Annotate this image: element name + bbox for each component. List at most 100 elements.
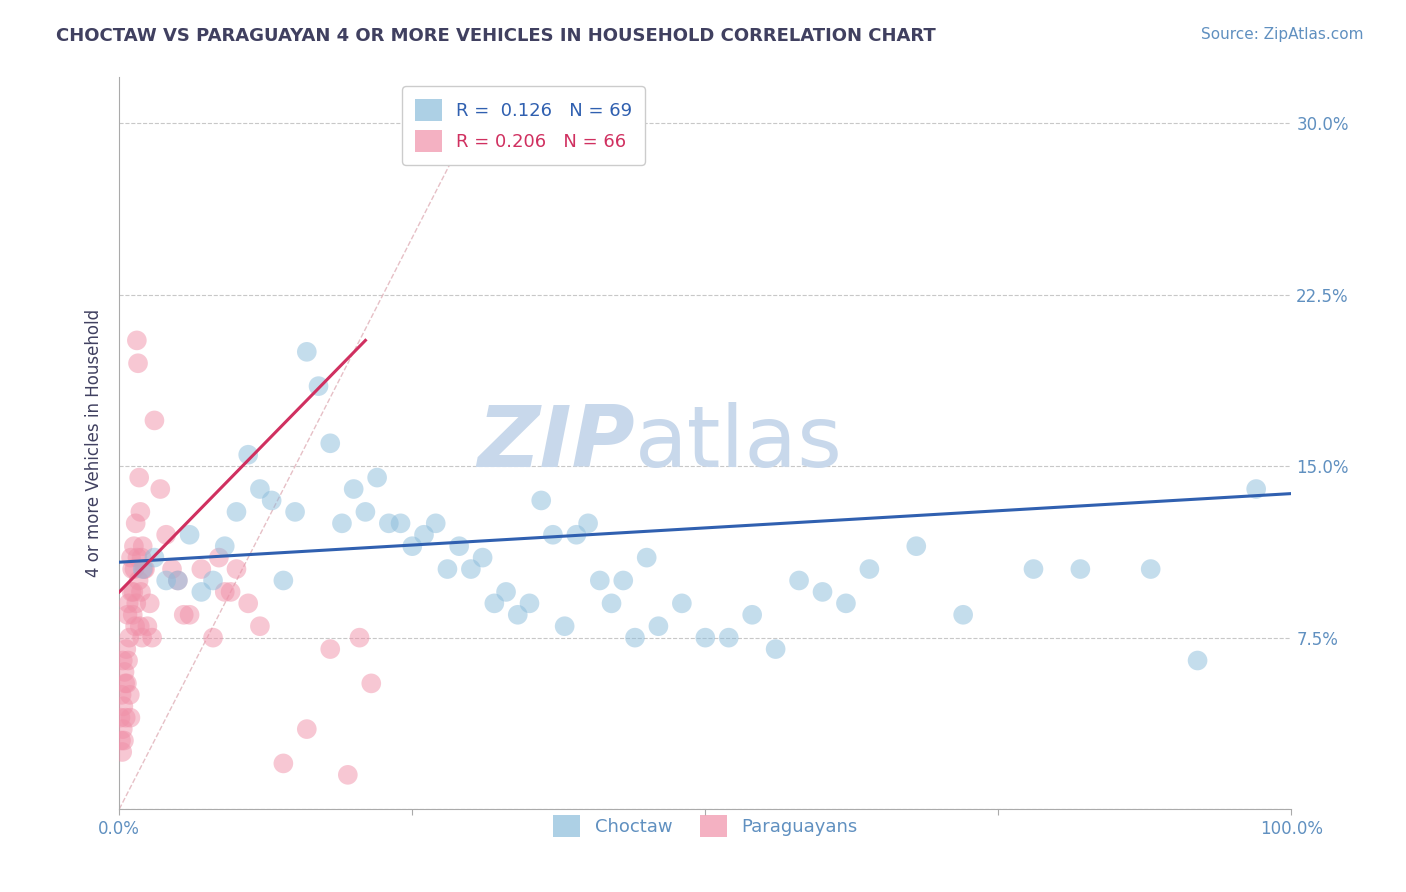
Point	[129, 585, 152, 599]
Point	[117, 653, 139, 667]
Point	[787, 574, 810, 588]
Point	[284, 505, 307, 519]
Point	[179, 527, 201, 541]
Point	[190, 585, 212, 599]
Point	[125, 334, 148, 348]
Point	[131, 550, 153, 565]
Point	[389, 516, 412, 531]
Point	[741, 607, 763, 622]
Point	[128, 470, 150, 484]
Point	[112, 733, 135, 747]
Point	[122, 585, 145, 599]
Point	[319, 642, 342, 657]
Point	[413, 527, 436, 541]
Point	[1187, 653, 1209, 667]
Point	[121, 585, 143, 599]
Point	[124, 562, 146, 576]
Point	[115, 642, 138, 657]
Point	[295, 344, 318, 359]
Point	[319, 436, 342, 450]
Point	[128, 574, 150, 588]
Point	[695, 631, 717, 645]
Point	[600, 596, 623, 610]
Point	[717, 631, 740, 645]
Point	[360, 676, 382, 690]
Point	[612, 574, 634, 588]
Point	[112, 699, 135, 714]
Point	[111, 745, 134, 759]
Point	[208, 550, 231, 565]
Point	[1022, 562, 1045, 576]
Point	[141, 631, 163, 645]
Point	[111, 722, 134, 736]
Point	[143, 413, 166, 427]
Point	[179, 607, 201, 622]
Point	[173, 607, 195, 622]
Point	[225, 562, 247, 576]
Point	[647, 619, 669, 633]
Point	[249, 482, 271, 496]
Point	[125, 596, 148, 610]
Point	[530, 493, 553, 508]
Point	[624, 631, 647, 645]
Point	[835, 596, 858, 610]
Point	[110, 688, 132, 702]
Point	[273, 756, 295, 771]
Point	[330, 516, 353, 531]
Point	[765, 642, 787, 657]
Point	[484, 596, 506, 610]
Point	[401, 539, 423, 553]
Text: CHOCTAW VS PARAGUAYAN 4 OR MORE VEHICLES IN HOUSEHOLD CORRELATION CHART: CHOCTAW VS PARAGUAYAN 4 OR MORE VEHICLES…	[56, 27, 936, 45]
Point	[905, 539, 928, 553]
Point	[436, 562, 458, 576]
Point	[1069, 562, 1091, 576]
Point	[565, 527, 588, 541]
Point	[117, 596, 139, 610]
Point	[120, 711, 142, 725]
Point	[460, 562, 482, 576]
Point	[121, 607, 143, 622]
Point	[1139, 562, 1161, 576]
Point	[238, 596, 260, 610]
Point	[636, 550, 658, 565]
Point	[114, 665, 136, 679]
Point	[952, 607, 974, 622]
Point	[155, 527, 177, 541]
Legend: Choctaw, Paraguayans: Choctaw, Paraguayans	[546, 807, 865, 844]
Point	[202, 631, 225, 645]
Point	[378, 516, 401, 531]
Point	[495, 585, 517, 599]
Point	[114, 676, 136, 690]
Y-axis label: 4 or more Vehicles in Household: 4 or more Vehicles in Household	[86, 310, 103, 577]
Point	[136, 619, 159, 633]
Point	[554, 619, 576, 633]
Point	[110, 733, 132, 747]
Point	[118, 631, 141, 645]
Point	[117, 607, 139, 622]
Point	[1244, 482, 1267, 496]
Point	[132, 539, 155, 553]
Point	[120, 550, 142, 565]
Point	[139, 596, 162, 610]
Point	[129, 505, 152, 519]
Point	[858, 562, 880, 576]
Point	[336, 768, 359, 782]
Point	[589, 574, 612, 588]
Point	[449, 539, 471, 553]
Point	[354, 505, 377, 519]
Point	[118, 688, 141, 702]
Point	[214, 585, 236, 599]
Point	[122, 539, 145, 553]
Point	[425, 516, 447, 531]
Point	[125, 516, 148, 531]
Point	[811, 585, 834, 599]
Point	[343, 482, 366, 496]
Point	[132, 562, 155, 576]
Point	[202, 574, 225, 588]
Point	[167, 574, 190, 588]
Point	[471, 550, 494, 565]
Point	[519, 596, 541, 610]
Point	[127, 356, 149, 370]
Point	[134, 562, 156, 576]
Point	[219, 585, 242, 599]
